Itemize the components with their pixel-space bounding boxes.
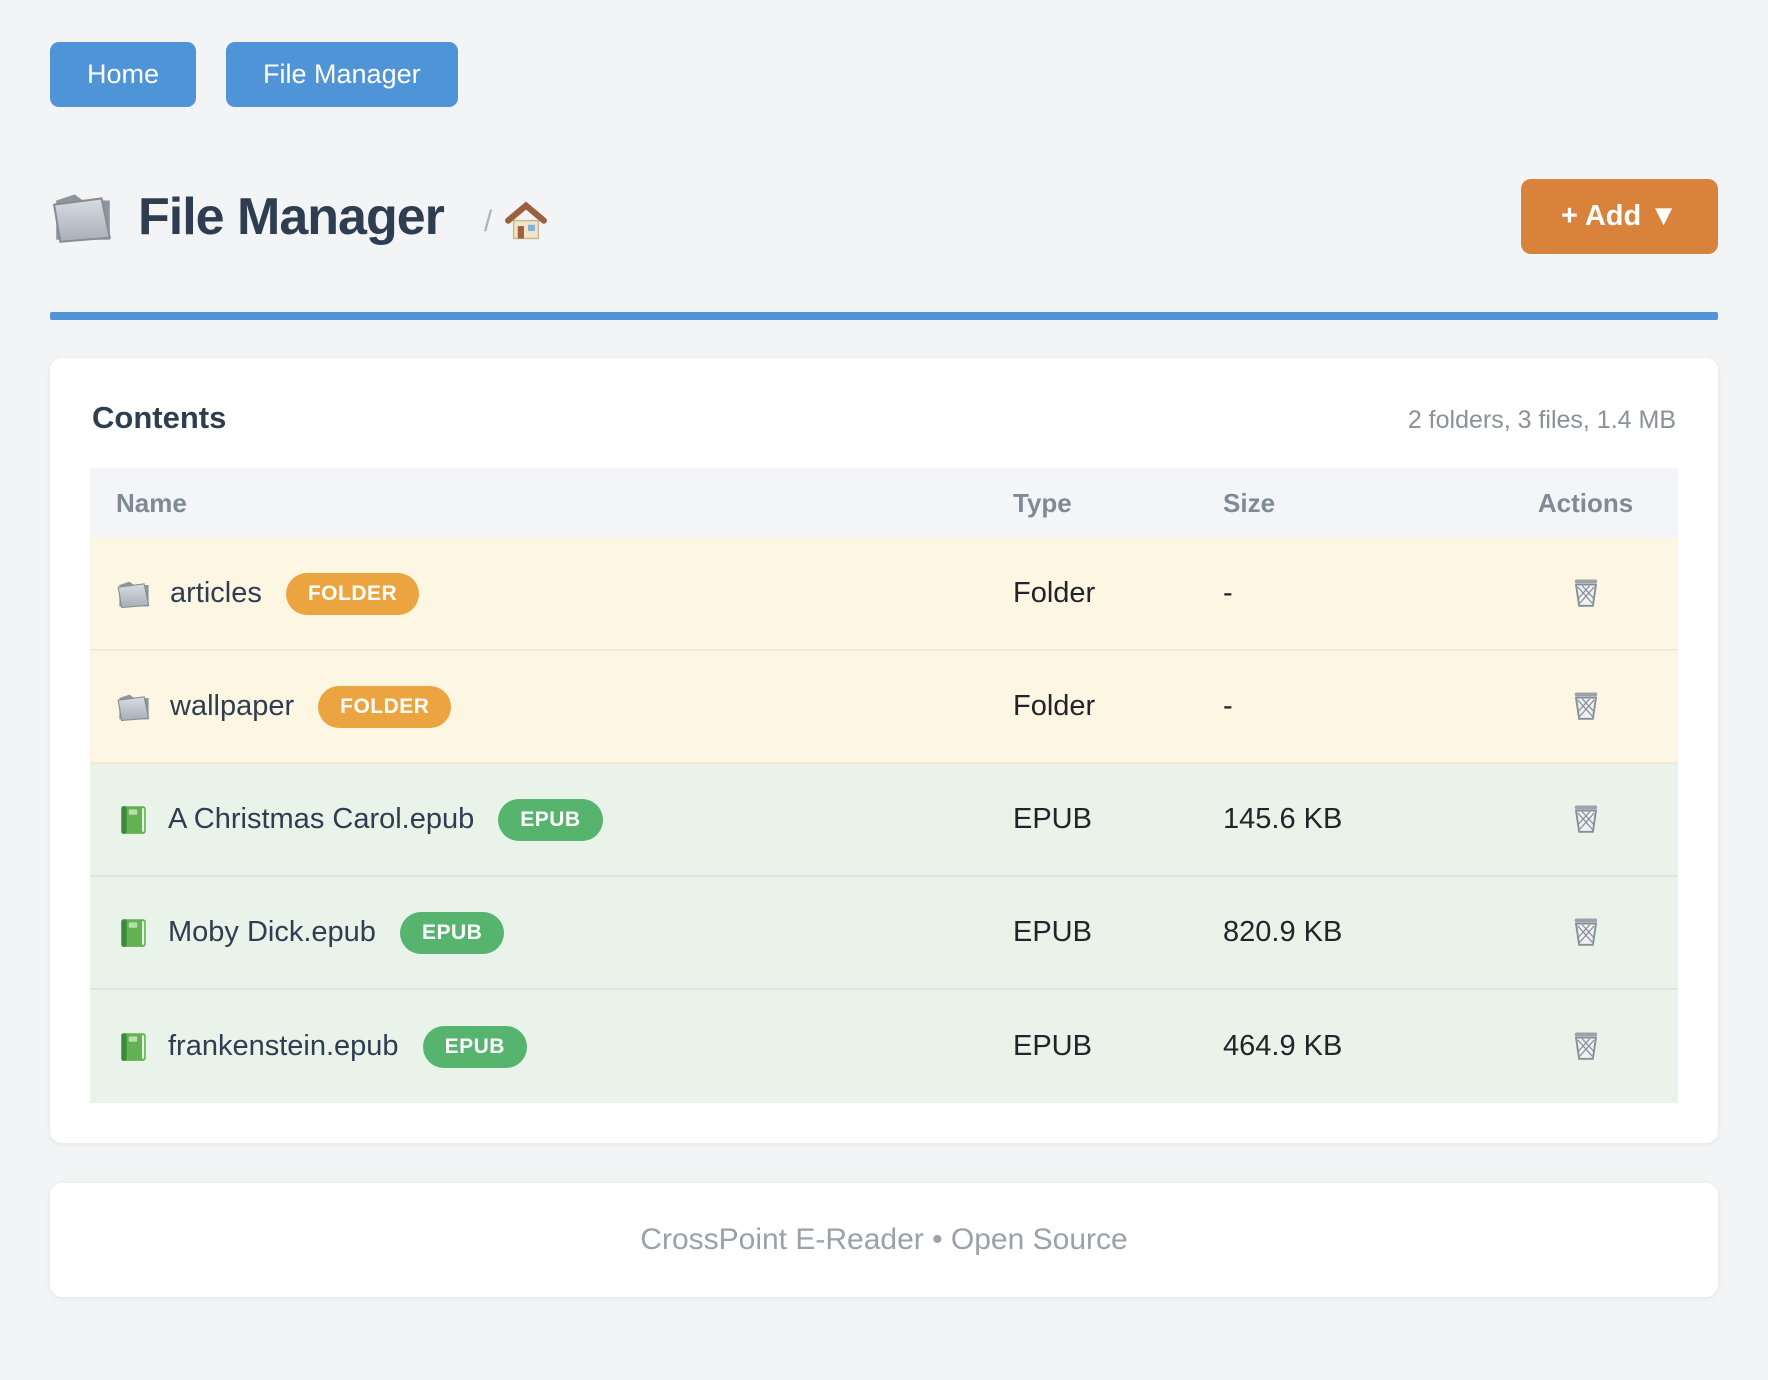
file-type: Folder xyxy=(1013,577,1096,609)
footer-text: CrossPoint E-Reader • Open Source xyxy=(640,1223,1128,1256)
file-manager-button[interactable]: File Manager xyxy=(226,42,458,107)
contents-card: Contents 2 folders, 3 files, 1.4 MB Name… xyxy=(50,358,1718,1143)
file-type: EPUB xyxy=(1013,803,1092,835)
table-row: articles FOLDER Folder - xyxy=(90,538,1678,651)
trash-icon xyxy=(1566,1025,1606,1065)
file-type: EPUB xyxy=(1013,916,1092,948)
trash-icon xyxy=(1566,911,1606,951)
file-table: Name Type Size Actions articles FOLDER F… xyxy=(90,468,1678,1103)
delete-button[interactable] xyxy=(1562,794,1610,842)
type-badge: FOLDER xyxy=(318,685,452,728)
trash-icon xyxy=(1566,685,1606,725)
page-title: File Manager xyxy=(138,187,445,246)
breadcrumb: / xyxy=(484,200,548,244)
column-header-name: Name xyxy=(116,487,187,518)
file-name-link[interactable]: frankenstein.epub xyxy=(168,1030,399,1062)
file-type: Folder xyxy=(1013,690,1096,722)
table-row: wallpaper FOLDER Folder - xyxy=(90,651,1678,764)
column-header-actions: Actions xyxy=(1537,487,1634,518)
type-badge: EPUB xyxy=(399,911,505,954)
file-name-link[interactable]: A Christmas Carol.epub xyxy=(168,803,475,835)
trash-icon xyxy=(1566,798,1606,838)
type-badge: EPUB xyxy=(422,1025,527,1068)
file-type: EPUB xyxy=(1013,1030,1092,1062)
table-row: Moby Dick.epub EPUB EPUB 820.9 KB xyxy=(90,877,1678,990)
home-icon[interactable] xyxy=(504,200,548,244)
footer: CrossPoint E-Reader • Open Source xyxy=(50,1183,1718,1297)
folder-icon xyxy=(116,576,152,612)
file-size: 145.6 KB xyxy=(1223,803,1343,835)
file-size: 820.9 KB xyxy=(1223,916,1343,948)
file-size: - xyxy=(1223,577,1233,609)
table-row: A Christmas Carol.epub EPUB EPUB 145.6 K… xyxy=(90,764,1678,877)
top-nav: Home File Manager xyxy=(50,42,1718,107)
table-row: frankenstein.epub EPUB EPUB 464.9 KB xyxy=(90,990,1678,1103)
file-name-link[interactable]: Moby Dick.epub xyxy=(168,916,376,948)
breadcrumb-separator: / xyxy=(483,204,493,238)
file-name-link[interactable]: wallpaper xyxy=(170,690,295,722)
type-badge: EPUB xyxy=(498,798,603,841)
title-row: File Manager / + Add ▼ xyxy=(50,179,1718,254)
trash-icon xyxy=(1566,572,1606,612)
file-size: 464.9 KB xyxy=(1223,1030,1343,1062)
delete-button[interactable] xyxy=(1562,568,1610,616)
folder-icon xyxy=(116,689,152,725)
contents-summary: 2 folders, 3 files, 1.4 MB xyxy=(1407,406,1676,434)
add-button[interactable]: + Add ▼ xyxy=(1520,179,1718,254)
file-size: - xyxy=(1223,690,1233,722)
column-header-type: Type xyxy=(1013,487,1072,518)
delete-button[interactable] xyxy=(1562,681,1610,729)
delete-button[interactable] xyxy=(1562,907,1610,955)
title-divider xyxy=(50,312,1718,320)
file-name-link[interactable]: articles xyxy=(170,577,262,609)
delete-button[interactable] xyxy=(1562,1021,1610,1069)
book-icon xyxy=(116,916,150,950)
book-icon xyxy=(116,803,150,837)
folder-icon xyxy=(50,184,116,250)
book-icon xyxy=(116,1030,150,1064)
column-header-size: Size xyxy=(1223,487,1276,518)
type-badge: FOLDER xyxy=(285,572,420,615)
contents-heading: Contents xyxy=(92,400,227,435)
home-button[interactable]: Home xyxy=(50,42,197,107)
table-header: Name Type Size Actions xyxy=(90,468,1678,538)
